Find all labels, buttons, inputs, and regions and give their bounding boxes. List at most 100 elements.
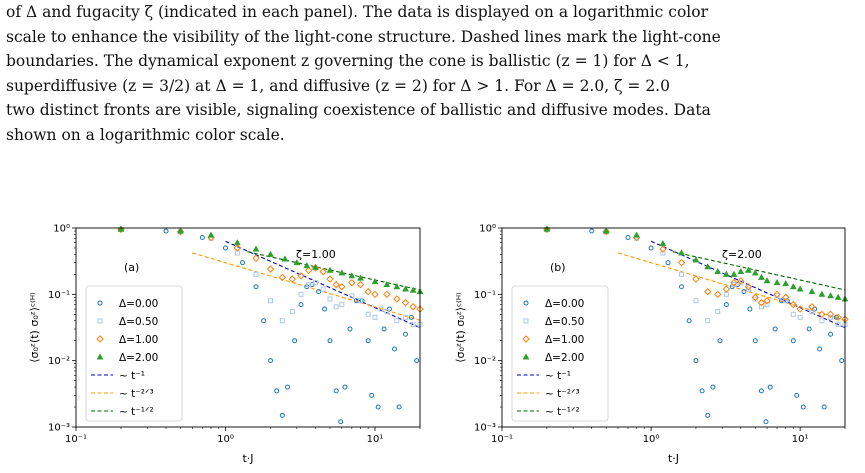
legend-label: Δ=1.00: [545, 334, 584, 346]
data-point: [543, 225, 551, 232]
data-point: [274, 388, 280, 394]
data-point: [819, 318, 825, 324]
data-point: [763, 297, 771, 305]
data-point: [693, 358, 699, 364]
x-axis-label: t·J: [668, 452, 679, 465]
data-point: [403, 331, 409, 337]
data-point: [757, 273, 765, 280]
legend-box: [511, 285, 609, 422]
data-point: [199, 234, 205, 240]
data-point: [279, 412, 285, 418]
legend-marker: [97, 318, 103, 324]
data-point: [659, 239, 667, 247]
data-point: [834, 293, 842, 300]
data-point: [311, 264, 320, 272]
data-point: [394, 318, 400, 324]
y-tick-label: 10⁻³: [474, 423, 496, 434]
axes-frame: [75, 227, 421, 428]
data-point: [375, 404, 381, 410]
panel-label: (b): [550, 261, 566, 274]
data-point: [705, 412, 711, 418]
data-point: [794, 392, 800, 398]
data-point: [298, 291, 304, 297]
figure-caption: of Δ and fugacity ζ (indicated in each p…: [6, 0, 858, 147]
zeta-annotation: ζ=1.00: [296, 248, 336, 261]
y-tick-label: 10⁻²: [48, 356, 70, 367]
data-point: [789, 300, 798, 309]
data-point: [589, 228, 595, 234]
data-point: [710, 384, 716, 390]
data-point: [303, 262, 311, 269]
data-point: [782, 279, 790, 287]
data-point: [356, 280, 365, 289]
panel-b: 10⁻¹ 10⁰ 10¹ 10⁻³ 10⁻² 10⁻¹ 10⁰ t·J ⟨σ₀ᶻ(t) σ₀ᶻ⟩…: [454, 224, 849, 465]
data-point: [752, 338, 758, 344]
data-point: [737, 267, 745, 275]
data-point: [358, 298, 364, 304]
data-point: [396, 404, 402, 410]
data-point: [292, 338, 298, 344]
x-axis-label: t·J: [242, 452, 253, 465]
data-point: [714, 290, 722, 299]
y-tick-label: 10⁻¹: [474, 290, 496, 301]
data-point: [808, 287, 816, 295]
data-point: [342, 384, 348, 390]
data-point: [839, 358, 845, 364]
data-point: [543, 225, 551, 234]
legend-label: ~ t⁻¹: [545, 370, 571, 382]
data-point: [383, 280, 391, 288]
data-point: [660, 250, 666, 256]
data-point: [686, 318, 692, 324]
panel-label: (a): [124, 261, 139, 274]
legend-label: Δ=2.00: [545, 352, 584, 364]
legend-label: Δ=0.50: [545, 316, 584, 328]
data-point: [384, 309, 390, 315]
data-point: [796, 285, 804, 292]
data-point: [338, 419, 344, 425]
data-point: [835, 322, 841, 328]
data-point: [747, 306, 753, 312]
data-point: [772, 326, 778, 332]
data-point: [163, 228, 169, 234]
data-point: [402, 285, 409, 292]
data-point: [378, 306, 384, 312]
data-point: [826, 310, 835, 319]
data-point: [408, 314, 414, 320]
data-point: [722, 285, 731, 293]
data-point: [817, 346, 823, 352]
data-point: [327, 338, 333, 344]
data-point: [818, 290, 826, 297]
data-point: [339, 302, 345, 308]
data-point: [409, 286, 417, 293]
data-point: [293, 258, 301, 266]
data-point: [348, 278, 356, 287]
data-point: [372, 314, 378, 320]
data-point: [320, 286, 326, 292]
data-point: [659, 245, 667, 253]
data-point: [297, 272, 305, 280]
axes-frame: [501, 227, 846, 428]
data-point: [714, 267, 722, 275]
legend-box: [85, 285, 183, 422]
legend-marker: [522, 353, 530, 360]
data-point: [252, 245, 260, 252]
data-point: [253, 271, 259, 277]
legend-marker: [522, 335, 530, 343]
data-point: [741, 289, 747, 295]
legend-label: ~ t⁻²ᐟ³: [119, 388, 154, 400]
data-point: [365, 311, 371, 317]
data-point: [821, 404, 827, 410]
data-point: [692, 275, 700, 283]
data-point: [745, 286, 751, 292]
legend-label: Δ=2.00: [119, 352, 158, 364]
data-point: [401, 298, 410, 307]
data-point: [783, 298, 789, 304]
data-point: [737, 277, 745, 285]
data-point: [333, 388, 339, 394]
zeta-annotation: ζ=2.00: [722, 248, 762, 261]
data-point: [692, 256, 700, 263]
data-point: [731, 282, 737, 288]
data-point: [744, 283, 753, 291]
data-point: [326, 275, 334, 283]
data-point: [267, 250, 274, 257]
